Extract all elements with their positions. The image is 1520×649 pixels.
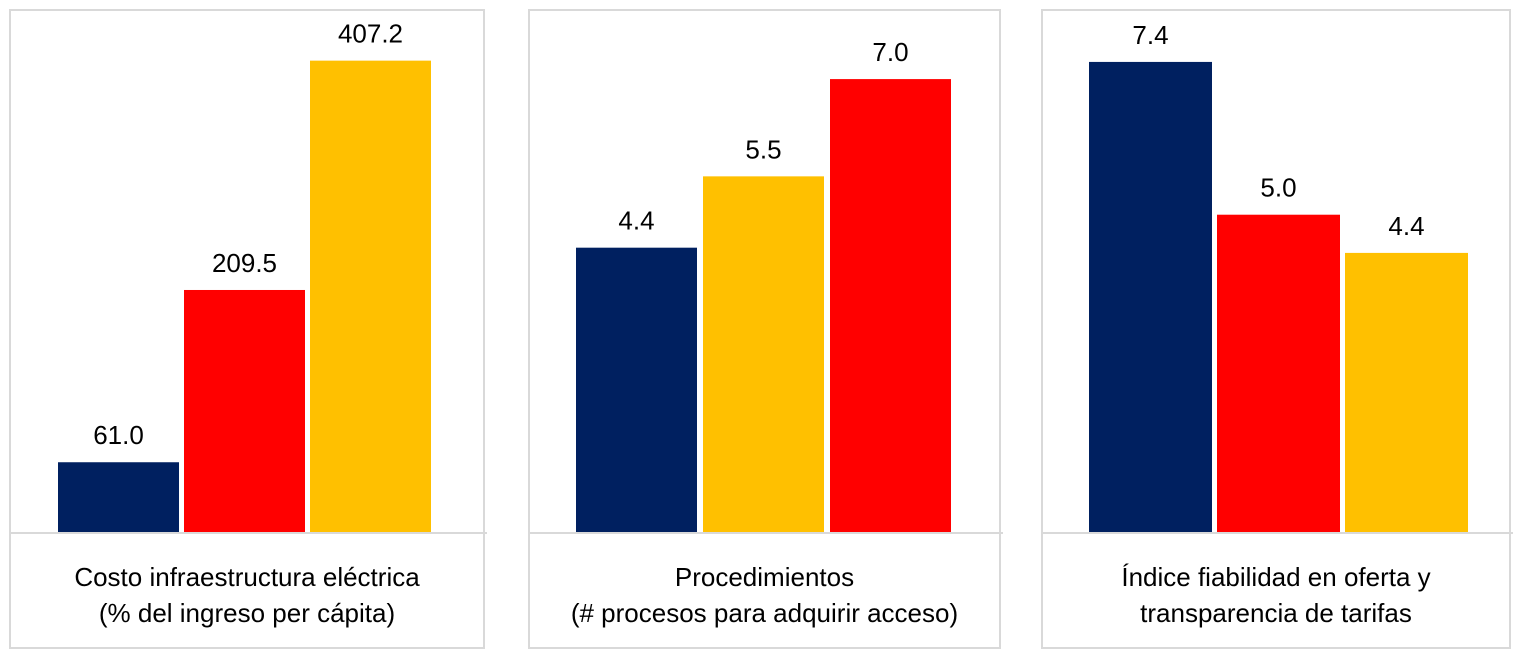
bar-value-label: 7.4 <box>1132 20 1168 50</box>
x-axis-label-procedimientos: Procedimientos (# procesos para adquirir… <box>530 559 999 631</box>
x-axis-label-line: Costo infraestructura eléctrica <box>74 562 420 592</box>
x-axis-label-line: (% del ingreso per cápita) <box>98 598 396 628</box>
x-axis-label-line: Procedimientos <box>674 562 855 592</box>
bar <box>703 176 824 533</box>
bar-value-label: 7.0 <box>872 37 908 67</box>
bar-value-label: 5.0 <box>1260 173 1296 203</box>
chart-panel-costo: 61.0 209.5 407.2 Costo infraestructura elé… <box>9 9 487 649</box>
x-axis-label-line: Índice fiabilidad en oferta y <box>1121 562 1431 592</box>
chart-plot-procedimientos: 4.4 5.5 7.0 <box>530 37 1003 534</box>
bar-value-label: 4.4 <box>618 206 654 236</box>
x-axis-label-line: transparencia de tarifas <box>1140 598 1412 628</box>
chart-panel-procedimientos: 4.4 5.5 7.0 Procedimientos (# procesos par… <box>528 9 1003 649</box>
bar-value-label: 61.0 <box>93 420 144 450</box>
bar-value-label: 5.5 <box>745 134 781 164</box>
bar-value-label: 407.2 <box>338 19 403 49</box>
bar <box>1089 61 1212 534</box>
x-axis-label-indice: Índice fiabilidad en oferta y transparen… <box>1043 559 1509 631</box>
bar <box>310 60 431 533</box>
chart-panel-indice: 7.4 5.0 4.4 Índice fiabilidad en oferta y … <box>1041 9 1513 649</box>
bar <box>58 462 179 533</box>
x-axis-label-line: (# procesos para adquirir acceso) <box>570 598 959 628</box>
chart-plot-indice: 7.4 5.0 4.4 <box>1043 20 1513 534</box>
x-axis-label-costo: Costo infraestructura eléctrica (% del i… <box>11 559 483 631</box>
bar <box>1217 214 1340 533</box>
chart-plot-costo: 61.0 209.5 407.2 <box>11 19 487 534</box>
bar <box>830 79 951 533</box>
bar <box>184 289 305 533</box>
bar-value-label: 4.4 <box>1388 211 1424 241</box>
bar <box>1345 252 1468 533</box>
bar <box>576 247 697 533</box>
bar-value-label: 209.5 <box>212 248 277 278</box>
